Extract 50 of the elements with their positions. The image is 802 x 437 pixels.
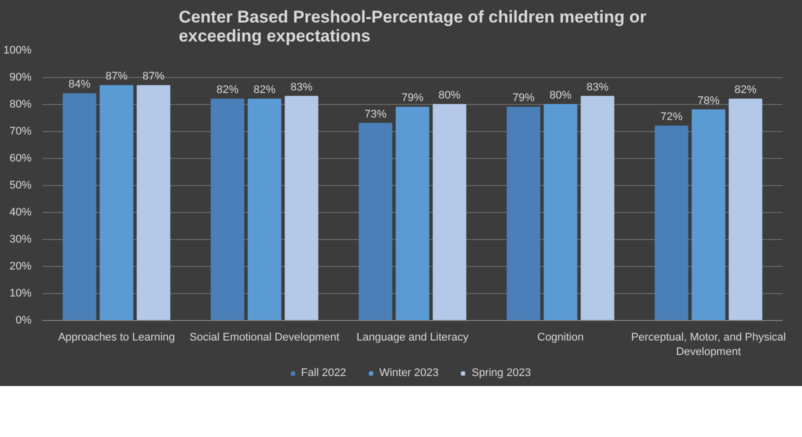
x-tick-label: Language and Literacy	[356, 332, 469, 344]
data-label: 83%	[586, 81, 609, 94]
data-label: 87%	[105, 70, 128, 83]
bar	[100, 85, 134, 320]
bar	[62, 93, 96, 320]
data-label: 80%	[438, 90, 461, 102]
legend-label: Fall 2022	[301, 367, 346, 379]
y-tick-label: 50%	[9, 180, 32, 192]
y-tick-label: 90%	[9, 72, 32, 84]
y-tick-label: 40%	[9, 206, 32, 218]
data-label: 82%	[734, 84, 757, 96]
x-tick-label: Cognition	[537, 332, 584, 344]
x-tick-label: Social Emotional Development	[190, 332, 340, 344]
bar	[136, 85, 170, 320]
bar	[284, 96, 318, 320]
y-tick-label: 70%	[9, 126, 32, 138]
bar	[692, 109, 726, 320]
x-tick-label: Perceptual, Motor, and Physical Development	[631, 332, 786, 358]
bar	[654, 126, 688, 320]
bar	[506, 106, 540, 320]
data-label: 82%	[253, 84, 276, 96]
y-tick-label: 0%	[16, 314, 32, 326]
data-label: 73%	[364, 108, 387, 120]
data-label: 87%	[142, 70, 165, 83]
y-tick-label: 80%	[9, 98, 32, 110]
y-tick-label: 10%	[9, 288, 32, 300]
data-label: 80%	[549, 90, 572, 102]
chart-title: Center Based Preshool-Percentage of children meeting or exceeding expectations	[178, 8, 647, 46]
data-label: 72%	[660, 111, 683, 124]
bar	[396, 106, 430, 320]
bar	[432, 104, 466, 320]
bar	[248, 98, 282, 320]
data-label: 79%	[512, 92, 535, 104]
bar	[580, 96, 614, 320]
y-tick-label: 60%	[9, 152, 32, 164]
data-label: 82%	[216, 84, 239, 96]
data-label: 78%	[697, 94, 720, 107]
data-label: 84%	[68, 78, 91, 91]
data-label: 79%	[401, 92, 424, 104]
bar	[358, 122, 392, 320]
bar	[210, 98, 244, 320]
legend-label: Spring 2023	[472, 367, 531, 379]
data-label: 83%	[290, 81, 313, 94]
legend-label: Winter 2023	[379, 367, 439, 379]
y-tick-label: 100%	[3, 44, 32, 56]
x-tick-label: Approaches to Learning	[58, 332, 175, 344]
y-tick-label: 30%	[9, 234, 32, 246]
bar	[728, 98, 762, 320]
y-tick-label: 20%	[9, 260, 32, 272]
bar	[544, 104, 578, 320]
